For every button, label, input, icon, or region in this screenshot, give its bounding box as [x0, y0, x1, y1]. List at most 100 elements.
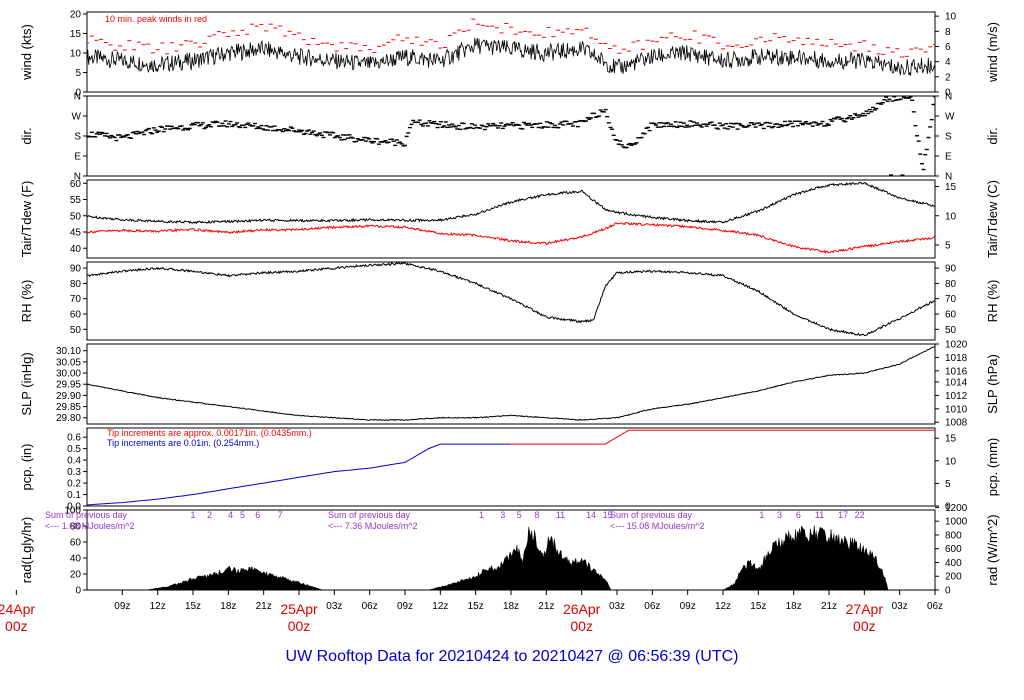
x-tick-label: 15z: [468, 601, 484, 612]
x-tick-label: 18z: [786, 601, 802, 612]
y-tick-label-right: 5: [945, 241, 951, 252]
panel-frame: [86, 427, 936, 507]
series-group: [87, 181, 935, 254]
x-tick-label: 09z: [397, 601, 413, 612]
y-tick-label: 50: [70, 325, 82, 336]
rad-hour-marker: 6: [255, 510, 260, 520]
right-axis: 50 60 70 80 90: [935, 264, 957, 336]
rad-hour-marker: 1: [759, 510, 764, 520]
y-tick-label: 50: [70, 211, 82, 222]
y-tick-label: 60: [70, 538, 82, 549]
x-tick-label: 03z: [892, 601, 908, 612]
rad-hour-marker: 6: [796, 510, 801, 520]
y-tick-label-right: 15: [945, 182, 957, 193]
y-tick-label: 0.5: [67, 444, 81, 455]
pcp-annotation-red: Tip increments are approx. 0.00171in. (0…: [107, 428, 312, 438]
y-axis-title: pcp. (in): [19, 444, 34, 491]
y-tick-label: 100: [64, 506, 81, 517]
y-tick-label: 40: [70, 244, 82, 255]
y-axis-title: RH (%): [19, 280, 34, 323]
y-tick-label: 0: [75, 88, 81, 99]
series-group: [87, 18, 935, 76]
y-tick-label: 29.80: [56, 413, 81, 424]
y-tick-label-right: 1014: [945, 377, 968, 388]
y-tick-label: 29.85: [56, 402, 81, 413]
pcp-annotation-blue: Tip increments are 0.01in. (0.254mm.): [107, 438, 259, 448]
rad-hour-marker: 7: [278, 510, 283, 520]
rad-hour-marker: 3: [500, 510, 505, 520]
y-axis-title-right: rad (W/m^2): [985, 514, 1000, 585]
y-tick-label-right: 0: [945, 502, 951, 513]
x-tick-label: 15z: [750, 601, 766, 612]
y-tick-label-right: E: [945, 152, 952, 163]
y-axis-title-right: Tair/Tdew (C): [985, 180, 1000, 258]
series-temp-tdew: [87, 222, 935, 254]
rad-hour-marker: 3: [777, 510, 782, 520]
y-tick-label: N: [74, 92, 81, 103]
y-axis-title: dir.: [19, 127, 34, 144]
y-tick-label-right: 10: [945, 456, 957, 467]
x-tick-label: 09z: [114, 601, 130, 612]
series-wind-0: [87, 37, 935, 76]
rad-hour-marker: 11: [556, 510, 565, 520]
y-tick-label-right: S: [945, 132, 952, 143]
rad-sum-label: Sum of previous day: [610, 510, 693, 520]
rad-sum-label: Sum of previous day: [328, 510, 411, 520]
rad-sum-value: <--- 1.68 MJoules/m^2: [45, 521, 135, 531]
right-axis: 5 10 15: [935, 182, 957, 252]
y-axis-title: SLP (inHg): [19, 352, 34, 415]
y-tick-label: N: [74, 172, 81, 183]
y-tick-label-right: 90: [945, 264, 957, 275]
x-date-hour-label: 00z: [5, 618, 28, 634]
y-tick-label: 55: [70, 195, 82, 206]
rad-hour-marker: 22: [855, 510, 865, 520]
left-axis: 50 60 70 80 90: [70, 264, 87, 336]
y-tick-label: 0.0: [67, 502, 81, 513]
y-axis-title-right: RH (%): [985, 280, 1000, 323]
panel-frame: [86, 179, 936, 259]
x-date-label: 24Apr: [0, 601, 35, 617]
y-tick-label-right: 1012: [945, 391, 968, 402]
y-tick-label-right: 70: [945, 294, 957, 305]
y-tick-label: 29.95: [56, 380, 81, 391]
x-tick-label: 12z: [432, 601, 448, 612]
x-tick-label: 12z: [150, 601, 166, 612]
panel-wind: 0 5 10 15 20 0 2 4 6 8 10 wind (kts) wind (m/s) 10 mi…: [19, 9, 1000, 98]
y-tick-label-right: 10: [945, 211, 957, 222]
x-tick-label: 06z: [362, 601, 378, 612]
y-tick-label-right: N: [945, 92, 952, 103]
y-tick-label: 80: [70, 522, 82, 533]
right-axis: 0 5 10 15: [935, 434, 957, 513]
series-pcp-0-00171in-tip: [511, 429, 935, 445]
y-tick-label: 0.6: [67, 433, 81, 444]
rad-hour-marker: 5: [517, 510, 522, 520]
x-date-hour-label: 00z: [853, 618, 876, 634]
y-tick-label: 20: [70, 9, 82, 20]
y-axis-title-right: pcp. (mm): [985, 438, 1000, 497]
y-tick-label-right: 6: [945, 42, 951, 53]
y-tick-label-right: 1020: [945, 340, 968, 351]
panel-frame: [86, 261, 936, 341]
y-axis-title: wind (kts): [19, 24, 34, 81]
x-tick-label: 18z: [503, 601, 519, 612]
rad-sum-value: <--- 15.08 MJoules/m^2: [610, 521, 705, 531]
x-date-hour-label: 00z: [570, 618, 593, 634]
x-tick-label: 03z: [609, 601, 625, 612]
y-tick-label-right: 10: [945, 12, 957, 23]
y-tick-label: 45: [70, 228, 82, 239]
right-axis: 0 2 4 6 8 10: [935, 12, 957, 99]
solar-radiation-area: [145, 525, 900, 590]
y-tick-label-right: 8: [945, 27, 951, 38]
panel-rh: 50 60 70 80 90 50 60 70 80 90 RH (%) RH (%): [19, 261, 1000, 341]
y-tick-label: 30.00: [56, 369, 81, 380]
y-tick-label-right: 1016: [945, 366, 968, 377]
y-tick-label: 40: [70, 554, 82, 565]
y-tick-label-right: 1008: [945, 418, 968, 429]
y-tick-label: W: [72, 112, 82, 123]
y-tick-label-right: 600: [945, 544, 962, 555]
series-slp-0: [87, 346, 935, 422]
rad-hour-marker: 2: [207, 510, 212, 520]
